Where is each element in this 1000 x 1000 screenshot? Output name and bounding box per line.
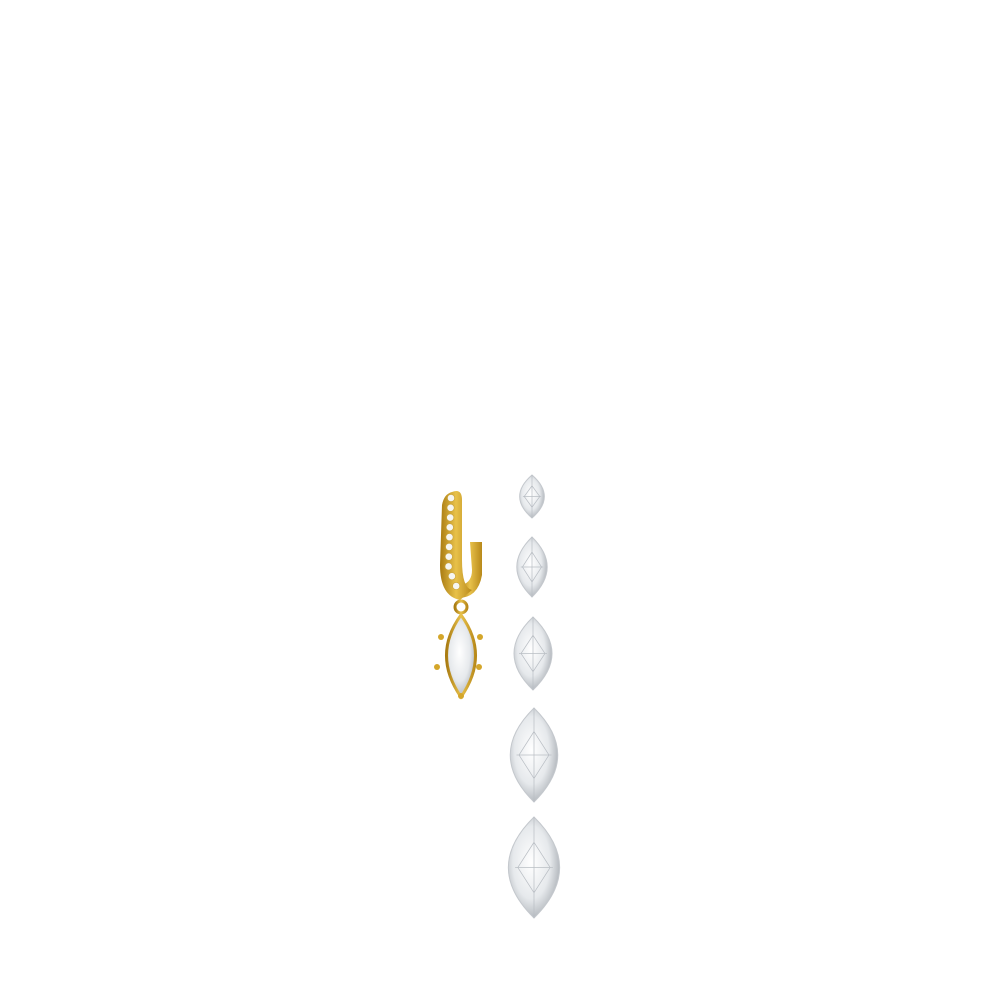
prongs: [434, 634, 483, 699]
bail-ring: [453, 599, 469, 615]
pave-stone: [452, 582, 461, 590]
diamond-facets: [520, 537, 544, 597]
pave-stones: [444, 494, 461, 590]
huggie-earring: [434, 491, 483, 700]
pave-stone: [445, 533, 454, 542]
pave-stone: [445, 523, 454, 532]
pave-stone: [445, 542, 454, 551]
pave-stone: [446, 503, 455, 512]
diamond-facets: [516, 708, 552, 802]
diamond-facets: [519, 617, 547, 690]
pave-stone: [448, 572, 456, 581]
hoop-inner-band: [458, 542, 482, 598]
pave-stone: [446, 513, 455, 522]
diamond-facets: [515, 817, 553, 918]
diamond-facets: [522, 475, 542, 518]
pendant-marquise-stone: [445, 612, 477, 700]
pave-stone: [444, 562, 453, 571]
pave-stone: [444, 552, 453, 561]
loose-marquise-stones: [507, 474, 561, 919]
pave-stone: [447, 494, 455, 502]
